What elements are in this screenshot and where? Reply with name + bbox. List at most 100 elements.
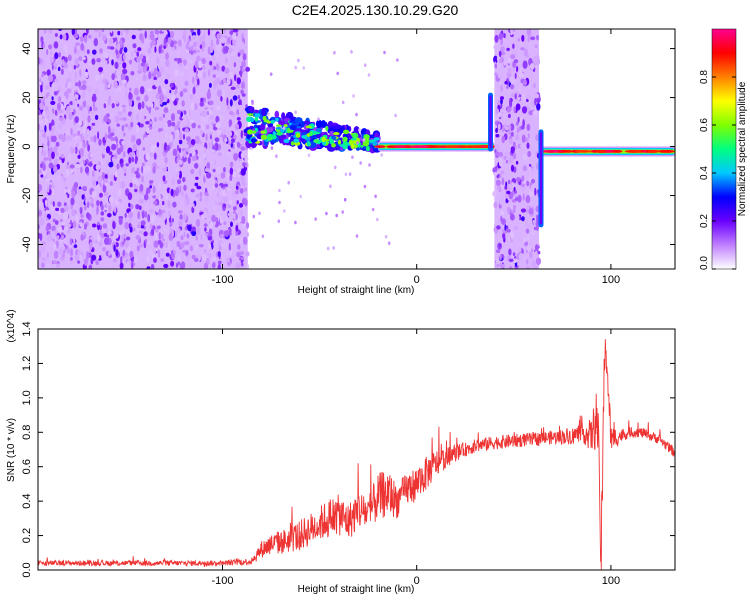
- heatmap-cell: [214, 183, 219, 188]
- heatmap-cell: [53, 250, 59, 259]
- heatmap-cell: [124, 93, 127, 101]
- heatmap-cell: [64, 56, 68, 64]
- heatmap-cell: [59, 34, 63, 40]
- heatmap-cell: [248, 106, 255, 112]
- heatmap-cell: [354, 144, 358, 149]
- heatmap-cell: [270, 119, 275, 124]
- heatmap-cell: [144, 39, 149, 44]
- heatmap-cell: [254, 116, 259, 122]
- heatmap-cell: [73, 64, 77, 70]
- heatmap-cell: [217, 193, 220, 198]
- heatmap-cell: [499, 198, 505, 206]
- heatmap-cell: [507, 58, 512, 64]
- y-tick-label: 40: [21, 42, 33, 54]
- heatmap-cell: [164, 156, 168, 164]
- heatmap-cell: [38, 29, 41, 37]
- heatmap-cell: [199, 157, 203, 166]
- heatmap-cell: [535, 134, 540, 142]
- heatmap-cell: [220, 96, 223, 102]
- heatmap-cell: [508, 130, 511, 135]
- heatmap-cell: [228, 242, 231, 252]
- heatmap-cell: [128, 217, 132, 223]
- heatmap-cell: [51, 57, 54, 63]
- heatmap-cell: [136, 96, 141, 101]
- heatmap-cell: [180, 235, 184, 241]
- heatmap-region-0: [38, 29, 251, 269]
- heatmap-cell: [138, 138, 141, 146]
- heatmap-cell: [161, 142, 165, 149]
- heatmap-cell: [138, 198, 143, 204]
- heatmap-cell: [501, 177, 504, 186]
- heatmap-cell: [200, 97, 204, 103]
- heatmap-cell: [145, 238, 147, 244]
- snr-x-ticks: -100 0 100: [211, 329, 620, 587]
- heatmap-cell: [514, 197, 520, 201]
- heatmap-cell: [341, 210, 345, 214]
- heatmap-cell: [200, 146, 204, 152]
- heatmap-cell: [283, 124, 288, 128]
- heatmap-cell: [191, 230, 197, 237]
- heatmap-cell: [79, 222, 83, 227]
- heatmap-cell: [333, 165, 337, 170]
- heatmap-cell: [299, 194, 303, 199]
- heatmap-cell: [81, 84, 87, 91]
- heatmap-cell: [240, 168, 246, 176]
- heatmap-cell: [61, 244, 65, 250]
- heatmap-cell: [114, 61, 119, 70]
- heatmap-cell: [137, 224, 142, 229]
- heatmap-cell: [176, 240, 181, 248]
- heatmap-cell: [145, 153, 150, 161]
- heatmap-cell: [122, 54, 126, 61]
- heatmap-cell: [499, 174, 502, 179]
- heatmap-cell: [122, 105, 126, 114]
- heatmap-cell: [239, 49, 245, 55]
- heatmap-cell: [103, 206, 109, 211]
- heatmap-cell: [186, 197, 190, 206]
- heatmap-cell: [153, 240, 159, 248]
- heatmap-cell: [151, 76, 155, 84]
- heatmap-cell: [526, 123, 531, 131]
- heatmap-cell: [79, 105, 84, 111]
- heatmap-cell: [203, 147, 207, 154]
- heatmap-cell: [137, 102, 142, 110]
- heatmap-cell: [254, 113, 258, 118]
- heatmap-cell: [86, 140, 89, 147]
- heatmap-cell: [67, 226, 70, 235]
- heatmap-cell: [503, 33, 506, 39]
- heatmap-cell: [321, 120, 326, 128]
- heatmap-cell: [270, 146, 274, 150]
- heatmap-cell: [61, 84, 64, 89]
- heatmap-cell: [228, 48, 233, 54]
- heatmap-cell: [131, 167, 136, 174]
- heatmap-cell: [513, 106, 516, 114]
- heatmap-cell: [87, 115, 91, 123]
- heatmap-cell: [48, 162, 54, 169]
- heatmap-cell: [512, 252, 516, 256]
- heatmap-cell: [101, 172, 106, 181]
- heatmap-cell: [89, 241, 93, 250]
- heatmap-cell: [240, 130, 243, 139]
- heatmap-cell: [500, 184, 505, 189]
- heatmap-cell: [222, 29, 227, 34]
- heatmap-cell: [99, 192, 103, 198]
- heatmap-cell: [69, 256, 73, 261]
- heatmap-cell: [114, 115, 120, 123]
- heatmap-cell: [170, 188, 174, 197]
- heatmap-cell: [141, 165, 144, 174]
- heatmap-cell: [88, 34, 92, 39]
- heatmap-cell: [595, 150, 607, 153]
- heatmap-cell: [185, 136, 191, 142]
- heatmap-cell: [166, 144, 171, 152]
- heatmap-cell: [216, 211, 221, 219]
- heatmap-cell: [163, 107, 169, 114]
- heatmap-cell: [101, 36, 107, 41]
- heatmap-cell: [128, 202, 131, 208]
- heatmap-cell: [210, 64, 216, 72]
- heatmap-cell: [67, 136, 73, 141]
- heatmap-cell: [275, 124, 282, 127]
- heatmap-cell: [133, 256, 138, 264]
- heatmap-cell: [514, 72, 517, 79]
- heatmap-cell: [148, 208, 154, 214]
- heatmap-cell: [60, 207, 65, 213]
- heatmap-cell: [501, 135, 506, 144]
